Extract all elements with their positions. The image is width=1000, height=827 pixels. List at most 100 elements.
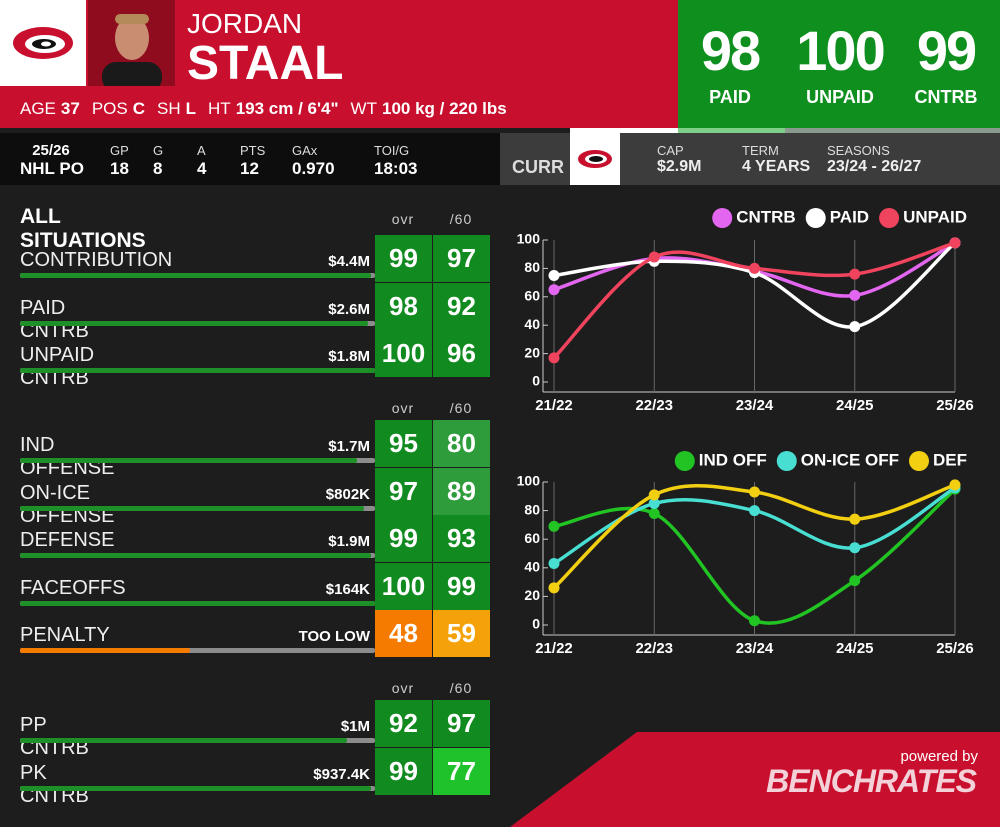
stat-label: TOI/G [374,143,410,158]
column-header: ovr [391,400,415,416]
score-cell: 99 [375,515,432,562]
score-cell: 97 [433,700,490,747]
point [648,251,660,263]
row-label: CONTRIBUTION [20,249,173,271]
powered-by: powered by [900,748,978,765]
score-cell: 98 [375,282,432,330]
first-name: JORDAN [187,8,303,39]
bio-item: SH L [157,99,196,119]
stats-band [0,133,500,185]
row-value: $1.9M [328,533,370,550]
legend-swatch [776,451,797,471]
row-value: $2.6M [328,300,370,318]
bar [20,785,372,791]
x-tick-label: 23/24 [736,397,774,414]
stat-label: PTS [240,143,266,158]
legend-swatch [909,451,929,471]
score-cell: 99 [375,747,432,795]
bar [20,368,375,373]
row-value: $4.4M [328,253,370,270]
contract-value: $2.9M [657,158,702,175]
legend-swatch [674,451,695,471]
bio-item: POS C [92,99,145,119]
score-cell: 59 [433,610,490,657]
bar-track [20,648,375,653]
strip [785,128,1000,133]
point [648,489,660,501]
bio-value: C [132,99,146,118]
bio-value: 37 [60,99,80,118]
x-tick-label: 22/23 [635,640,673,657]
player-photo [88,0,175,86]
score-cell: 95 [375,420,432,467]
stat-value: 8 [153,159,163,178]
legend-label: UNPAID [903,207,967,226]
column-header: /60 [449,211,473,227]
point [548,558,560,570]
x-tick-label: 21/22 [535,397,573,414]
point [749,615,760,627]
score-cell: 97 [375,467,432,515]
y-tick-label: 60 [524,530,540,546]
charts: 0 20 40 60 80 100 21/22 22/23 23/24 24/25 25/26 UNP… [517,207,974,657]
x-tick-label: 24/25 [836,640,874,657]
point [648,497,660,509]
score-cell: 77 [433,747,490,795]
photo-art [102,14,162,86]
y-tick-label: 40 [524,559,540,575]
stat-label: GAx [292,143,318,158]
bio-label: WT [350,99,377,118]
ratings-panel [678,0,1000,128]
section-title: ALL SITUATIONS [20,205,146,252]
point [749,505,760,517]
logo-art [578,150,612,168]
column-header: /60 [449,400,473,416]
row-value: $802K [325,485,370,503]
bar [20,273,372,278]
stat-value: 18 [110,159,129,178]
bio-label: AGE [20,99,56,118]
contract-value: 4 YEARS [742,158,811,175]
last-name: STAAL [187,37,344,90]
column-header: ovr [391,680,415,696]
column-header: ovr [391,211,415,227]
legend-swatch [805,208,826,228]
point [548,284,560,296]
legend-label: DEF [933,450,967,469]
row-value: $1.8M [328,348,370,365]
strip [570,128,678,133]
bio-label: HT [208,99,231,118]
column-header: /60 [449,680,473,696]
bar [20,648,191,653]
point [749,262,760,274]
score-cell: 97 [433,235,490,282]
stat-label: G [153,143,164,158]
y-tick-label: 60 [524,288,540,304]
point [849,575,861,587]
bar [20,320,368,326]
point [548,270,560,281]
legend-label: ON-ICE OFF [801,450,899,469]
contract-label: CAP [657,143,684,158]
rating-value: 98 [700,19,761,82]
score-cell: 99 [433,562,490,610]
bio-value: L [185,99,197,118]
row-label: FACEOFFS [20,576,126,599]
league: NHL PO [20,159,84,178]
bar [20,600,375,606]
point [548,582,560,594]
bio-value: 100 kg / 220 lbs [381,99,507,118]
row-value: $937.4K [313,765,370,783]
row-label: DEFENSE [20,529,115,551]
y-tick-label: 80 [524,259,540,275]
legend-swatch [879,208,900,228]
point [548,352,560,364]
contract-label: TERM [742,143,779,158]
y-tick-label: 100 [517,473,541,489]
y-tick-label: 20 [524,587,540,603]
stat-value: 18:03 [374,159,418,178]
y-tick-label: 0 [532,616,540,632]
bar [20,553,372,558]
